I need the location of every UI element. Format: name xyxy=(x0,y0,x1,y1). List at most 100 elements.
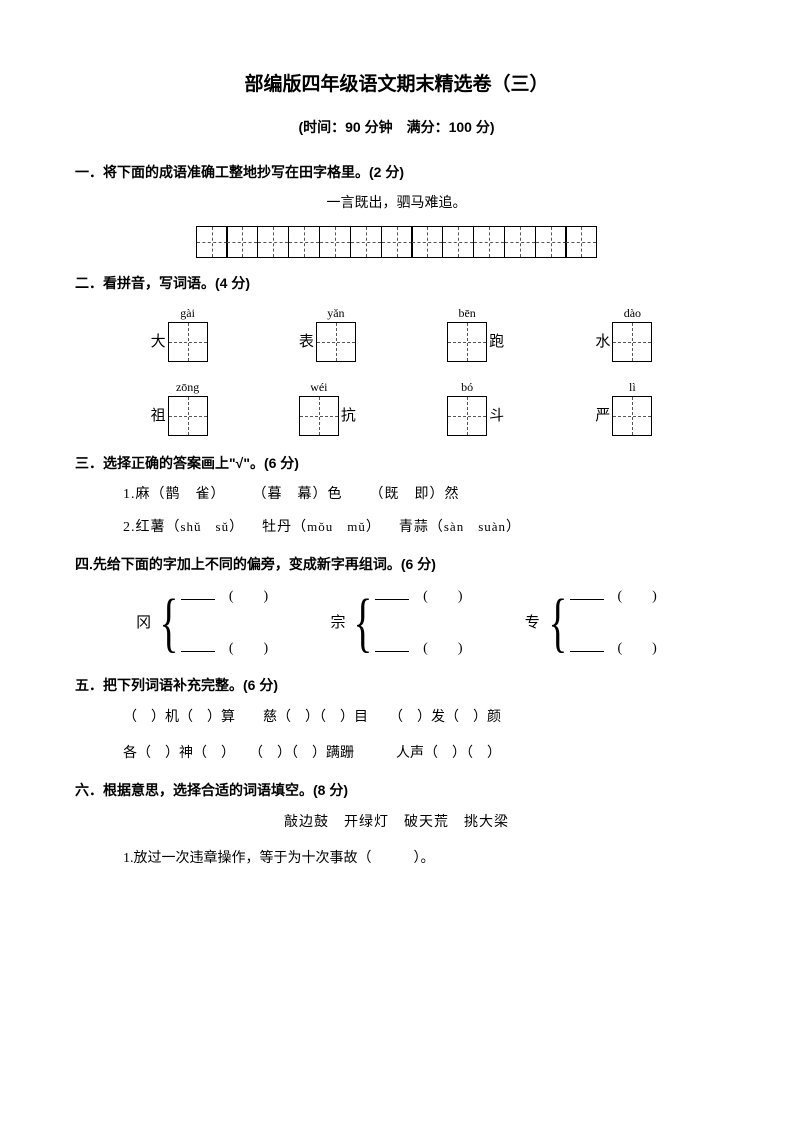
tian-box[interactable] xyxy=(411,226,443,258)
q3-2c-py: sàn suàn xyxy=(444,519,506,534)
brace-char: 冈 xyxy=(136,611,151,635)
tian-box[interactable] xyxy=(612,396,652,436)
brace-line[interactable]: () xyxy=(375,586,462,608)
brace-group: 专 { () () xyxy=(525,586,657,661)
page-title: 部编版四年级语文期末精选卷（三） xyxy=(75,70,718,100)
q3-2c-pre: 青蒜（ xyxy=(399,520,444,535)
tian-box[interactable] xyxy=(447,322,487,362)
q5-line2: 各（ ）神（ ） （ ）（ ）蹒跚 人声（ ）（ ） xyxy=(75,743,718,765)
q4-row: 冈{ () ()宗{ () ()专{ () () xyxy=(75,586,718,661)
tian-box[interactable] xyxy=(447,396,487,436)
tian-box[interactable] xyxy=(168,396,208,436)
tian-box[interactable] xyxy=(535,226,567,258)
q3-1a: 1.麻（鹊 雀） xyxy=(123,487,226,502)
hanzi-label: 表 xyxy=(299,330,314,362)
q2-item: 大 gài xyxy=(151,304,208,362)
q3-2a-py: shǔ sǔ xyxy=(181,519,230,534)
tian-box[interactable] xyxy=(504,226,536,258)
brace-group: 冈 { () () xyxy=(136,586,268,661)
brace-stack: () () xyxy=(570,586,657,661)
brace-line[interactable]: () xyxy=(375,638,462,660)
q1-tian-row xyxy=(75,226,718,258)
q2-item: 祖 zōng xyxy=(151,378,208,436)
hanzi-label: 斗 xyxy=(489,404,504,436)
q2-item: 水 dào xyxy=(595,304,652,362)
brace-line[interactable]: () xyxy=(181,586,268,608)
pinyin-label: yǎn xyxy=(327,304,344,322)
tian-box[interactable] xyxy=(257,226,289,258)
q3-2a-end: ） xyxy=(229,520,244,535)
q2-row1: 大 gài 表 yǎn bēn 跑 水 dào xyxy=(75,304,718,362)
q3-2b-pre: 牡丹（ xyxy=(262,520,307,535)
hanzi-label: 跑 xyxy=(489,330,504,362)
page-subtitle: (时间：90 分钟 满分：100 分) xyxy=(75,116,718,138)
tian-box[interactable] xyxy=(288,226,320,258)
q3-line1: 1.麻（鹊 雀） （暮 幕）色 （既 即）然 xyxy=(75,484,718,506)
q3-2c-end: ） xyxy=(506,520,521,535)
brace-line[interactable]: () xyxy=(570,586,657,608)
q2-item: bó 斗 xyxy=(447,378,504,436)
q2-item: wéi 抗 xyxy=(299,378,356,436)
brace-icon: { xyxy=(548,590,567,656)
pinyin-box-wrap: zōng xyxy=(168,378,208,436)
q6-head: 六．根据意思，选择合适的词语填空。(8 分) xyxy=(75,779,718,801)
tian-box[interactable] xyxy=(612,322,652,362)
brace-icon: { xyxy=(159,590,178,656)
q3-head: 三．选择正确的答案画上"√"。(6 分) xyxy=(75,452,718,474)
tian-box[interactable] xyxy=(350,226,382,258)
q3-2b-end: ） xyxy=(366,520,381,535)
pinyin-box-wrap: lì xyxy=(612,378,652,436)
hanzi-label: 水 xyxy=(595,330,610,362)
pinyin-box-wrap: bó xyxy=(447,378,487,436)
q2-item: bēn 跑 xyxy=(447,304,504,362)
hanzi-label: 祖 xyxy=(151,404,166,436)
tian-box[interactable] xyxy=(196,226,228,258)
tian-box[interactable] xyxy=(316,322,356,362)
q5-line1: （ ）机（ ）算 慈（ ）（ ）目 （ ）发（ ）颜 xyxy=(75,707,718,729)
tian-box[interactable] xyxy=(299,396,339,436)
hanzi-label: 大 xyxy=(151,330,166,362)
tian-box[interactable] xyxy=(226,226,258,258)
pinyin-box-wrap: bēn xyxy=(447,304,487,362)
brace-line[interactable]: () xyxy=(570,638,657,660)
q3-line2: 2.红薯（shǔ sǔ） 牡丹（mǒu mǔ） 青蒜（sàn suàn） xyxy=(75,517,718,539)
q3-2a-pre: 2.红薯（ xyxy=(123,520,181,535)
pinyin-label: zōng xyxy=(176,378,199,396)
pinyin-label: bó xyxy=(461,378,473,396)
q3-1c: （既 即）然 xyxy=(370,487,460,502)
brace-char: 专 xyxy=(525,611,540,635)
pinyin-box-wrap: gài xyxy=(168,304,208,362)
pinyin-box-wrap: yǎn xyxy=(316,304,356,362)
q5-head: 五．把下列词语补充完整。(6 分) xyxy=(75,674,718,696)
q4-head: 四.先给下面的字加上不同的偏旁，变成新字再组词。(6 分) xyxy=(75,553,718,575)
pinyin-label: bēn xyxy=(458,304,475,322)
pinyin-label: wéi xyxy=(310,378,327,396)
q1-text: 一言既出，驷马难追。 xyxy=(75,193,718,215)
brace-stack: () () xyxy=(375,586,462,661)
hanzi-label: 抗 xyxy=(341,404,356,436)
tian-box[interactable] xyxy=(319,226,351,258)
brace-line[interactable]: () xyxy=(181,638,268,660)
q2-item: 严 lì xyxy=(595,378,652,436)
pinyin-label: dào xyxy=(624,304,641,322)
brace-group: 宗{ () () xyxy=(330,586,462,661)
q2-head: 二．看拼音，写词语。(4 分) xyxy=(75,272,718,294)
q1-head: 一．将下面的成语准确工整地抄写在田字格里。(2 分) xyxy=(75,161,718,183)
tian-box[interactable] xyxy=(168,322,208,362)
brace-stack: () () xyxy=(181,586,268,661)
q2-item: 表 yǎn xyxy=(299,304,356,362)
pinyin-box-wrap: dào xyxy=(612,304,652,362)
tian-box[interactable] xyxy=(565,226,597,258)
pinyin-label: lì xyxy=(629,378,636,396)
tian-box[interactable] xyxy=(381,226,413,258)
q6-words: 敲边鼓 开绿灯 破天荒 挑大梁 xyxy=(75,812,718,834)
q3-1b: （暮 幕）色 xyxy=(253,487,343,502)
q3-2b-py: mǒu mǔ xyxy=(307,519,366,534)
tian-box[interactable] xyxy=(473,226,505,258)
hanzi-label: 严 xyxy=(595,404,610,436)
brace-char: 宗 xyxy=(330,611,345,635)
pinyin-label: gài xyxy=(180,304,195,322)
tian-box[interactable] xyxy=(442,226,474,258)
q6-line1: 1.放过一次违章操作，等于为十次事故（ ）。 xyxy=(75,848,718,870)
q2-row2: 祖 zōng wéi 抗 bó 斗 严 lì xyxy=(75,378,718,436)
